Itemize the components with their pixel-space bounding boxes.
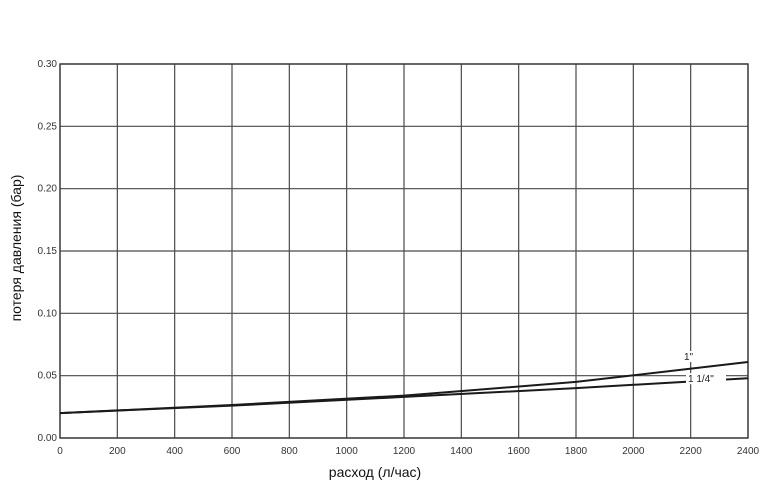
grid — [59, 63, 749, 439]
x-tick-label-7: 1400 — [450, 446, 473, 457]
x-tick-label-11: 2200 — [680, 446, 703, 457]
x-tick-label-9: 1800 — [565, 446, 588, 457]
x-tick-label-12: 2400 — [737, 446, 760, 457]
x-tick-label-5: 1000 — [336, 446, 359, 457]
plot-frame — [59, 63, 749, 439]
y-axis-title: потеря давления (бар) — [8, 175, 24, 322]
x-tick-label-10: 2000 — [622, 446, 645, 457]
x-tick-label-8: 1600 — [508, 446, 531, 457]
series-label-bg-0 — [682, 350, 698, 362]
x-axis-title: расход (л/час) — [329, 464, 421, 480]
y-tick-label-1: 0.05 — [38, 371, 58, 382]
y-tick-label-0: 0.00 — [38, 433, 58, 444]
series-label-bg-1 — [686, 373, 726, 385]
y-tick-label-2: 0.10 — [38, 308, 58, 319]
y-tick-label-3: 0.15 — [38, 246, 58, 257]
x-tick-label-1: 200 — [109, 446, 126, 457]
series-label-1: 1 1/4" — [688, 374, 714, 385]
series-line-1 — [59, 377, 749, 415]
y-tick-label-4: 0.20 — [38, 184, 58, 195]
y-tick-label-6: 0.30 — [38, 59, 58, 70]
tick-labels: 0 200 400 600 800 1000 1200 1400 1600 1800 2000 220… — [38, 59, 760, 457]
series-label-0: 1" — [684, 352, 694, 363]
y-tick-label-5: 0.25 — [38, 121, 58, 132]
series-labels: 1" 1 1/4" — [682, 350, 726, 385]
x-tick-label-3: 600 — [224, 446, 241, 457]
x-tick-label-4: 800 — [281, 446, 298, 457]
x-tick-label-6: 1200 — [393, 446, 416, 457]
x-tick-label-0: 0 — [57, 446, 63, 457]
series-lines — [59, 361, 749, 415]
x-tick-label-2: 400 — [166, 446, 183, 457]
